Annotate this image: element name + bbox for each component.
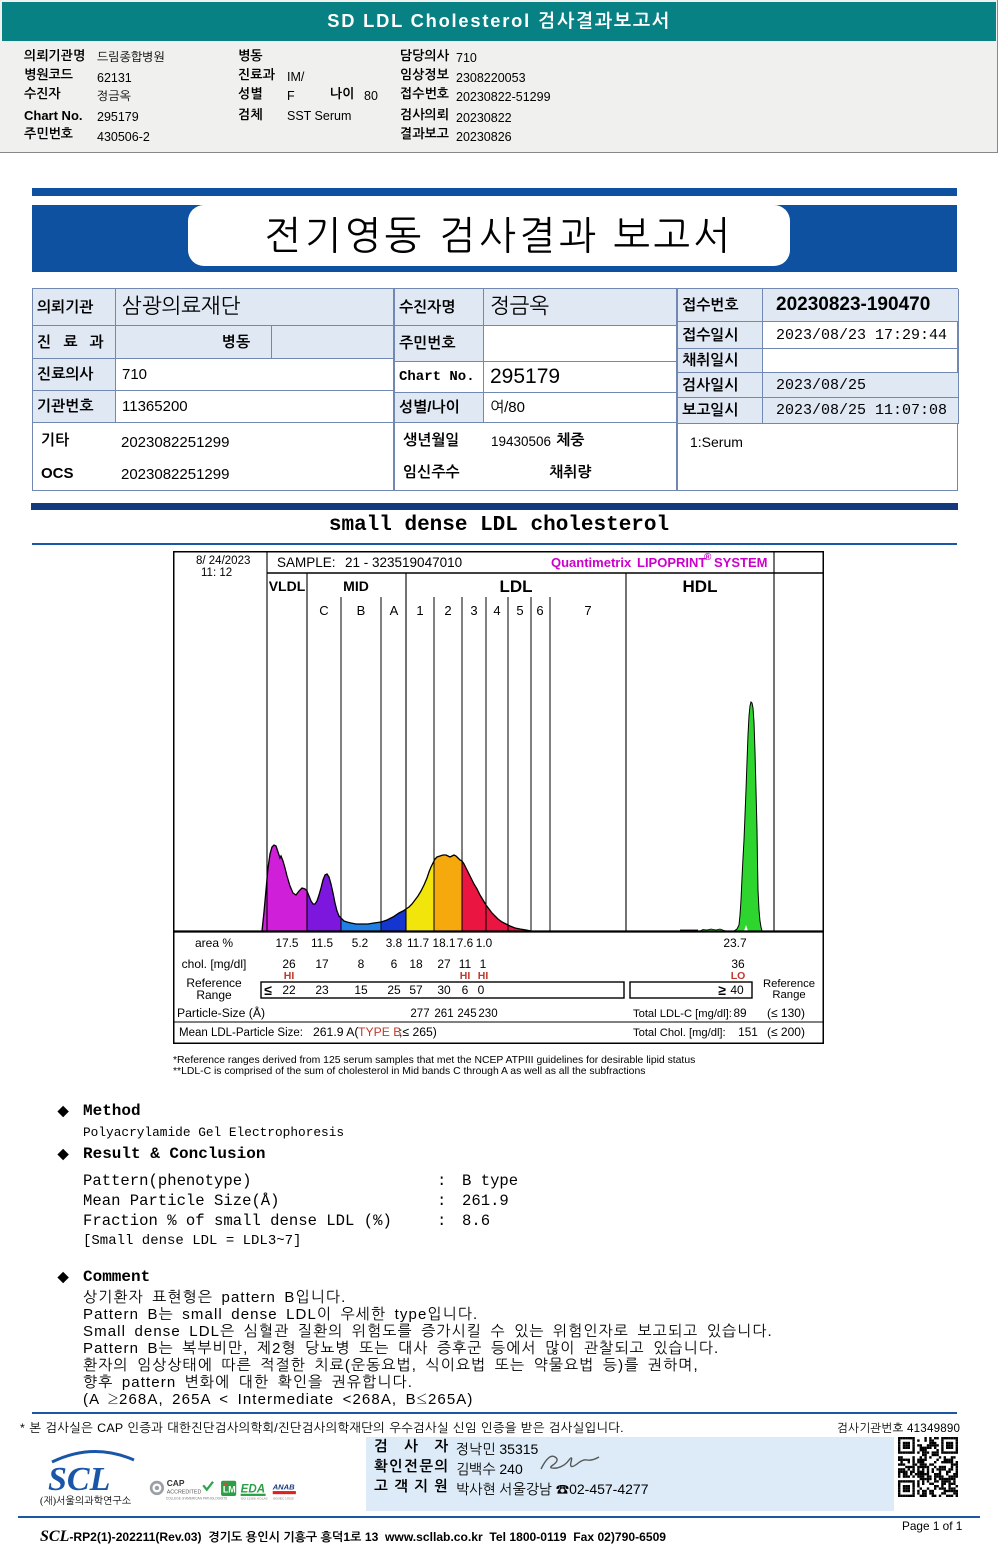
svg-text:HI: HI [478, 970, 489, 982]
svg-text:SAMPLE:: SAMPLE: [277, 555, 336, 570]
svg-text:Total Chol. [mg/dl]:: Total Chol. [mg/dl]: [633, 1027, 726, 1039]
svg-text:261.9 A(: 261.9 A( [313, 1025, 358, 1039]
svg-text:LIPOPRINT: LIPOPRINT [637, 555, 706, 570]
svg-text:11: 12: 11: 12 [201, 567, 232, 579]
svg-text:(≤ 200): (≤ 200) [767, 1025, 805, 1039]
svg-text:8: 8 [358, 957, 365, 971]
svg-text:2: 2 [444, 603, 451, 618]
svg-text:17.5: 17.5 [276, 936, 299, 950]
svg-text:HI: HI [284, 970, 295, 982]
svg-text:A: A [390, 603, 399, 618]
svg-text:7.6: 7.6 [457, 936, 474, 950]
svg-text:CAP: CAP [167, 1478, 185, 1488]
svg-text:245: 245 [457, 1008, 476, 1020]
svg-text:6: 6 [462, 983, 469, 997]
svg-text:3: 3 [470, 603, 477, 618]
svg-text:151: 151 [738, 1025, 758, 1039]
svg-text:3.8: 3.8 [386, 936, 403, 950]
svg-text:LDL: LDL [499, 577, 532, 596]
svg-text:Quantimetrix: Quantimetrix [551, 555, 632, 570]
svg-text:Particle-Size (Å): Particle-Size (Å) [177, 1005, 265, 1020]
svg-text:SCL: SCL [48, 1461, 110, 1498]
svg-text:4: 4 [493, 603, 500, 618]
svg-text:≤: ≤ [264, 982, 272, 998]
svg-text:277: 277 [410, 1008, 429, 1020]
svg-text:Mean LDL-Particle Size:: Mean LDL-Particle Size: [179, 1027, 303, 1039]
svg-text:®: ® [704, 552, 712, 563]
svg-text:15: 15 [354, 983, 368, 997]
svg-text:21 - 323519047010: 21 - 323519047010 [345, 555, 462, 570]
svg-text:40: 40 [730, 983, 744, 997]
svg-text:Range: Range [196, 988, 232, 1002]
svg-text:chol. [mg/dl]: chol. [mg/dl] [182, 957, 247, 971]
svg-text:VLDL: VLDL [269, 578, 306, 594]
svg-text:HDL: HDL [683, 577, 718, 596]
svg-text:6: 6 [391, 957, 398, 971]
svg-text:18.1: 18.1 [433, 936, 456, 950]
svg-text:36: 36 [731, 957, 745, 971]
svg-text:26: 26 [282, 957, 296, 971]
svg-text:11: 11 [459, 957, 472, 971]
svg-text:C: C [319, 603, 328, 618]
svg-text:23.7: 23.7 [723, 936, 747, 950]
svg-text:Reference: Reference [186, 976, 242, 990]
svg-text:MID: MID [343, 578, 369, 594]
svg-text:ACCREDITED: ACCREDITED [167, 1489, 202, 1495]
svg-text:27: 27 [437, 957, 451, 971]
svg-text:ISO 15189, KOLAS: ISO 15189, KOLAS [241, 1497, 268, 1501]
svg-text:30: 30 [437, 983, 451, 997]
svg-text:22: 22 [282, 983, 296, 997]
svg-text:LM: LM [223, 1484, 236, 1494]
svg-text:HI: HI [460, 970, 471, 982]
svg-text:1: 1 [416, 603, 423, 618]
svg-text:57: 57 [409, 983, 423, 997]
svg-text:TYPE B: TYPE B [358, 1025, 401, 1039]
svg-text:COLLEGE of AMERICAN PATHOLOGIS: COLLEGE of AMERICAN PATHOLOGISTS [166, 1497, 227, 1501]
svg-text:(≤ 130): (≤ 130) [767, 1006, 805, 1020]
svg-text:23: 23 [315, 983, 329, 997]
svg-text:17: 17 [315, 957, 329, 971]
svg-text:(재)서울의과학연구소: (재)서울의과학연구소 [40, 1495, 131, 1507]
svg-text:261: 261 [434, 1008, 453, 1020]
svg-text:5: 5 [516, 603, 523, 618]
svg-text:230: 230 [478, 1008, 497, 1020]
svg-text:B: B [357, 603, 366, 618]
svg-text:5.2: 5.2 [352, 936, 368, 950]
svg-text:1.0: 1.0 [476, 936, 493, 950]
svg-text:area %: area % [195, 936, 233, 950]
svg-text:0: 0 [478, 983, 485, 997]
svg-text:11.5: 11.5 [311, 936, 334, 950]
svg-text:Reference: Reference [763, 978, 815, 990]
svg-text:Total LDL-C [mg/dl]:: Total LDL-C [mg/dl]: [633, 1008, 732, 1020]
svg-text:7: 7 [584, 603, 591, 618]
svg-text:Range: Range [772, 989, 805, 1001]
svg-text:8/ 24/2023: 8/ 24/2023 [196, 555, 250, 567]
svg-text:89: 89 [733, 1006, 746, 1020]
svg-text:18: 18 [409, 957, 423, 971]
svg-text:EDA: EDA [241, 1483, 265, 1495]
svg-text:≥: ≥ [718, 982, 726, 998]
svg-text:25: 25 [387, 983, 401, 997]
svg-text:SYSTEM: SYSTEM [714, 555, 767, 570]
svg-text:LO: LO [731, 970, 746, 982]
svg-text:6: 6 [536, 603, 543, 618]
svg-text:11.7: 11.7 [407, 936, 429, 950]
svg-text:ISO/IEC 17025: ISO/IEC 17025 [273, 1497, 294, 1501]
svg-text:ANAB: ANAB [272, 1483, 295, 1492]
svg-text:;≤ 265): ;≤ 265) [399, 1025, 437, 1039]
svg-text:1: 1 [480, 957, 487, 971]
